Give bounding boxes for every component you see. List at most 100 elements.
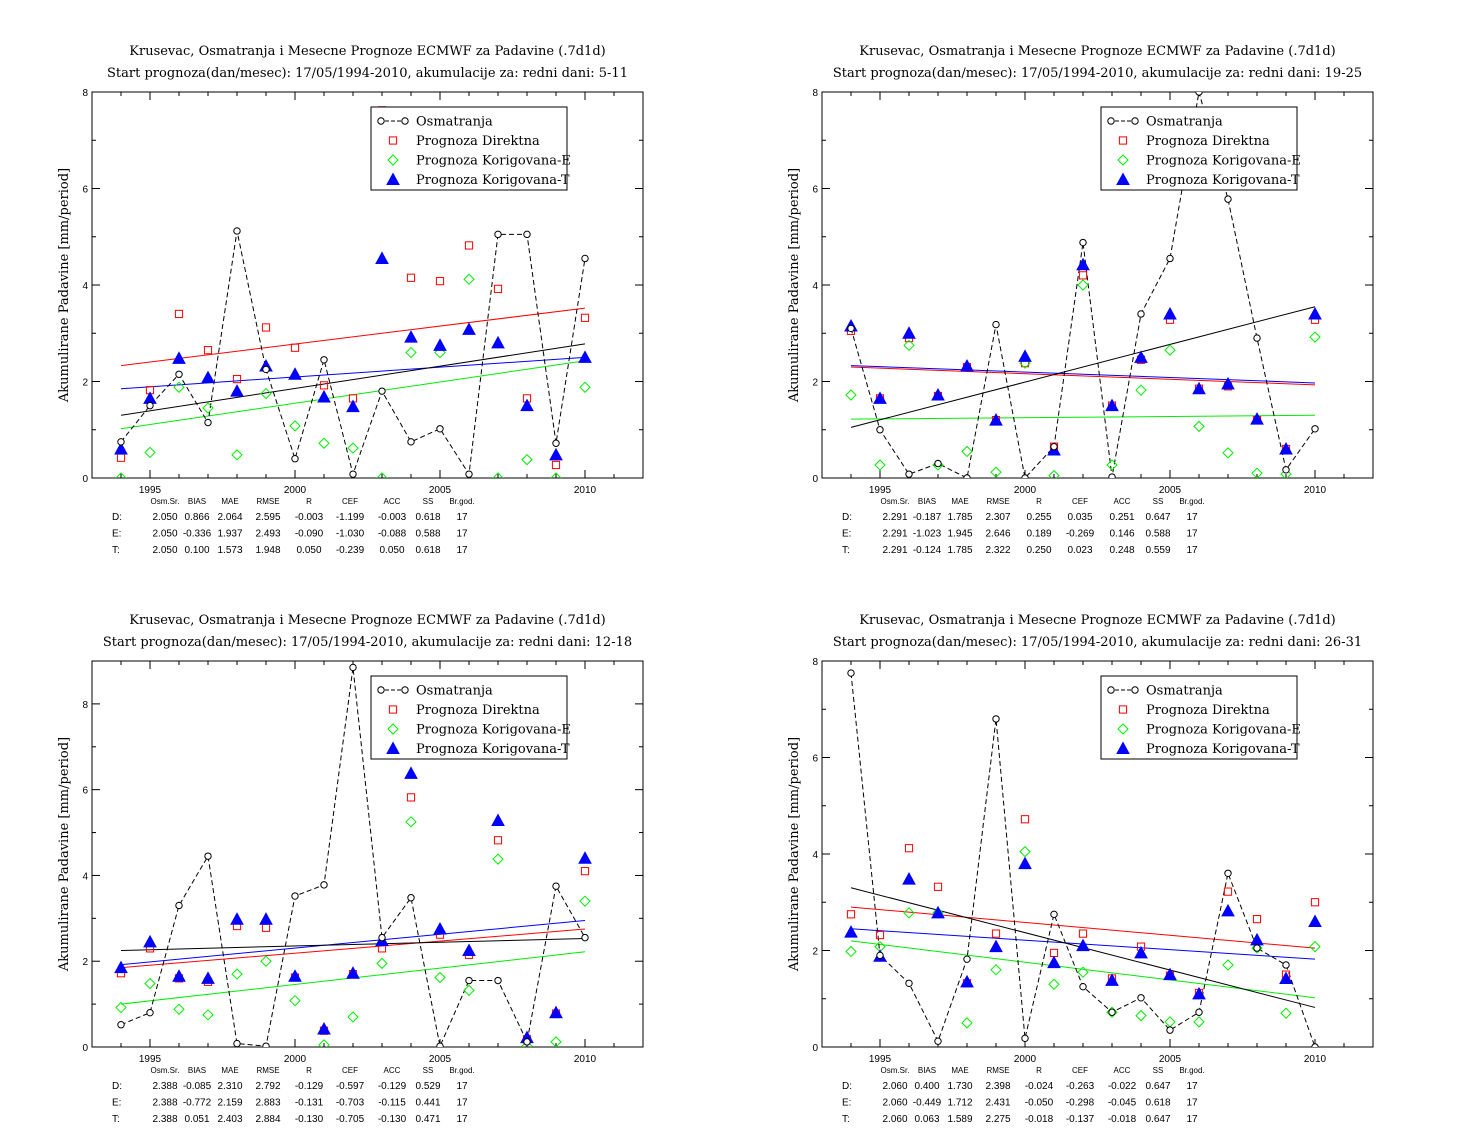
point-obs-2007: [1224, 195, 1232, 203]
point-E-1996: [173, 1003, 185, 1015]
point-obs-1997: [204, 418, 212, 427]
point-obs-2004: [1137, 310, 1145, 318]
point-E-1994: [845, 945, 857, 958]
point-T-2009: [549, 1005, 563, 1019]
point-obs-2010: [1311, 1043, 1319, 1047]
point-obs-2003: [378, 387, 386, 395]
point-T-1998: [960, 974, 974, 988]
y-tick-label: 6: [812, 185, 818, 196]
legend-marker-D: [1118, 705, 1128, 714]
point-D-1996: [174, 309, 184, 319]
stats-value: 0.051: [184, 1114, 209, 1125]
y-tick-label: 2: [812, 947, 818, 958]
point-obs-2009: [1282, 466, 1290, 474]
legend: Osmatranja Prognoza Direktna Prognoza Kori…: [370, 675, 571, 760]
point-T-2000: [1018, 856, 1032, 870]
y-tick-label: 8: [82, 88, 88, 99]
y-tick-label: 4: [82, 871, 88, 882]
point-E-2004: [405, 816, 417, 828]
stats-value: 1.573: [217, 545, 242, 556]
point-D-2007: [493, 836, 503, 845]
point-E-1997: [202, 402, 214, 414]
stats-value: 0.050: [296, 545, 321, 556]
point-obs-1998: [963, 955, 971, 963]
point-obs-2006: [465, 976, 473, 985]
point-T-1996: [902, 872, 916, 885]
point-E-1995: [874, 459, 886, 471]
stats-value: -1.030: [336, 529, 365, 540]
point-T-2004: [1134, 350, 1148, 363]
stats-value: -0.045: [1108, 1098, 1137, 1109]
y-axis-label: Akumulirane Padavine [mm/period]: [57, 737, 72, 972]
point-E-2008: [521, 453, 533, 466]
point-T-2008: [1250, 412, 1264, 425]
point-obs-2005: [1166, 254, 1174, 263]
stats-row-label-T: T:: [112, 545, 120, 556]
point-obs-1995: [876, 951, 884, 960]
point-E-2004: [1135, 384, 1147, 396]
stats-value: -0.022: [1108, 1081, 1137, 1092]
point-D-2000: [290, 343, 300, 352]
point-obs-2001: [1050, 910, 1058, 919]
stats-value: -0.124: [913, 545, 942, 556]
trend-line-E: [850, 940, 1316, 999]
stats-value: 2.646: [985, 529, 1010, 540]
point-T-2010: [578, 851, 592, 864]
stats-value: 1.712: [947, 1098, 972, 1109]
legend: Osmatranja Prognoza Direktna Prognoza Kori…: [1100, 675, 1301, 760]
legend-label-T: Prognoza Korigovana-T: [1146, 173, 1300, 188]
point-T-1998: [960, 359, 974, 372]
y-tick-label: 2: [82, 957, 88, 968]
point-T-1995: [143, 391, 157, 404]
stats-row-label-D: D:: [842, 512, 852, 523]
point-D-1994: [846, 910, 856, 919]
stats-header: MAE: [221, 497, 238, 506]
point-E-2009: [1280, 468, 1292, 478]
point-T-2005: [1163, 967, 1177, 981]
point-E-2006: [463, 984, 475, 997]
point-E-1999: [260, 387, 272, 400]
point-obs-1998: [963, 474, 971, 478]
point-E-1996: [173, 381, 185, 393]
stats-value: 2.060: [882, 1114, 907, 1125]
point-D-2007: [1223, 887, 1233, 896]
y-tick-label: 0: [82, 1043, 88, 1054]
stats-value: 2.493: [255, 529, 280, 540]
plot-area: [114, 663, 592, 1047]
point-D-1999: [261, 323, 271, 332]
stats-header: MAE: [951, 497, 968, 506]
point-T-2008: [1250, 932, 1264, 946]
point-obs-1996: [175, 370, 183, 378]
y-tick-label: 2: [812, 378, 818, 389]
point-T-1995: [873, 391, 887, 404]
point-D-2000: [1020, 815, 1030, 824]
x-tick-label: 2010: [1304, 1054, 1327, 1065]
point-obs-1999: [992, 715, 1000, 723]
point-E-2010: [579, 895, 591, 907]
point-E-2009: [1280, 1007, 1292, 1019]
point-D-2009: [551, 460, 561, 470]
stats-value: -0.263: [1066, 1081, 1095, 1092]
stats-value: 17: [456, 545, 468, 556]
chart-panel-4: Krusevac, Osmatranja i Mesecne Prognoze …: [787, 613, 1374, 1125]
legend-label-E: Prognoza Korigovana-E: [416, 154, 571, 169]
point-E-2002: [347, 442, 359, 454]
point-T-2000: [288, 367, 302, 380]
point-D-2002: [1078, 271, 1088, 280]
point-T-2007: [491, 335, 505, 349]
point-obs-1999: [262, 1042, 270, 1047]
point-T-2004: [404, 766, 418, 779]
legend-marker-T: [386, 172, 400, 185]
point-E-1994: [115, 472, 127, 478]
point-T-2003: [1105, 973, 1119, 986]
point-E-1996: [903, 907, 915, 919]
trend-line-D: [120, 928, 586, 969]
point-T-2003: [375, 251, 389, 264]
legend-marker-obs: [377, 686, 385, 694]
stats-value: 2.595: [255, 512, 280, 523]
point-D-2001: [1049, 948, 1059, 958]
stats-value: -0.003: [378, 512, 407, 523]
chart-panel-2: Krusevac, Osmatranja i Mesecne Prognoze …: [787, 44, 1374, 556]
point-D-2010: [1310, 898, 1320, 907]
